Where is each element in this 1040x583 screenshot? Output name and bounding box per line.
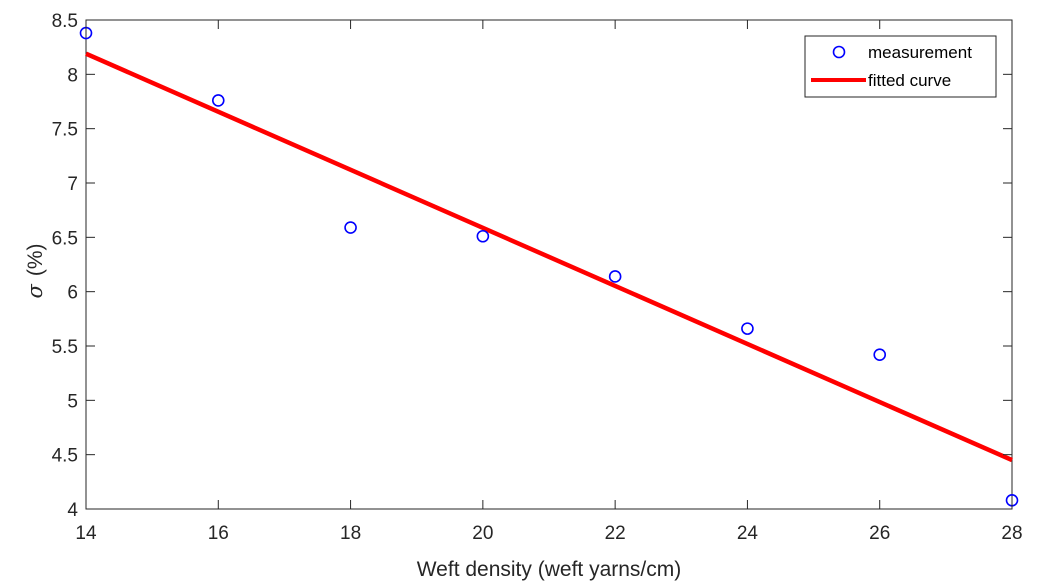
y-tick-label: 5 <box>67 391 78 412</box>
y-tick-label: 4 <box>67 500 78 521</box>
axes-box <box>85 19 1013 510</box>
y-tick-label: 7.5 <box>52 120 78 141</box>
y-axis-label-symbol: σ <box>23 284 47 299</box>
y-tick-label: 6 <box>67 283 78 304</box>
legend-marker-measurement <box>832 45 846 59</box>
x-tick-label: 24 <box>737 523 759 544</box>
plot-area <box>79 19 1019 510</box>
legend-entry-measurement: measurement <box>868 43 972 62</box>
y-axis-label: σ (%) <box>23 243 47 298</box>
legend: measurement fitted curve <box>804 35 997 98</box>
measurement-point <box>741 322 754 335</box>
y-axis-ticks: 4 4.5 5 5.5 6 6.5 7 7.5 8 8.5 <box>52 11 1012 521</box>
fitted-curve-line <box>85 51 1013 463</box>
y-tick-label: 4.5 <box>52 446 78 467</box>
x-tick-label: 20 <box>472 523 493 544</box>
measurement-point <box>476 229 490 243</box>
y-tick-label: 8 <box>67 65 78 86</box>
y-tick-label: 8.5 <box>52 11 78 32</box>
y-tick-label: 5.5 <box>52 337 78 358</box>
measurement-point <box>608 270 622 283</box>
measurement-point <box>873 348 887 361</box>
x-axis-ticks: 14 16 18 20 22 24 26 28 <box>75 20 1023 544</box>
x-tick-label: 28 <box>1001 523 1022 544</box>
x-tick-label: 14 <box>75 523 97 544</box>
x-tick-label: 16 <box>208 523 229 544</box>
measurement-point <box>344 221 357 234</box>
y-tick-label: 7 <box>67 174 78 195</box>
x-tick-label: 18 <box>340 523 361 544</box>
y-tick-label: 6.5 <box>52 228 78 249</box>
x-tick-label: 22 <box>605 523 626 544</box>
x-axis-label: Weft density (weft yarns/cm) <box>417 558 682 581</box>
legend-entry-fitted-curve: fitted curve <box>868 71 951 90</box>
measurement-point <box>211 94 225 107</box>
x-tick-label: 26 <box>869 523 890 544</box>
y-axis-label-unit: (%) <box>24 243 47 276</box>
